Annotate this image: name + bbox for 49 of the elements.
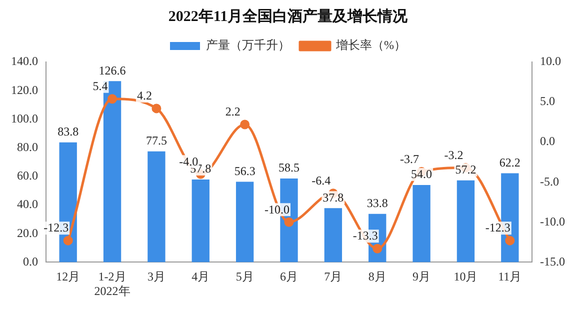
data-label: -12.3 (485, 220, 510, 235)
data-label: -6.4 (312, 173, 331, 188)
y-tick-label: 40.0 (17, 197, 38, 212)
data-label: 33.8 (366, 196, 388, 210)
x-tick-label: 5月 (236, 270, 254, 284)
legend-label: 产量（万千升） (206, 38, 290, 52)
y2-tick-label: -5.0 (540, 174, 560, 188)
data-label: 83.8 (58, 124, 79, 139)
x-tick-label: 8月 (368, 270, 386, 284)
data-label: 77.5 (146, 134, 167, 148)
x-tick-label: 6月 (280, 270, 298, 284)
y2-tick-label: -10.0 (540, 214, 566, 228)
y-tick-label: 0.0 (23, 254, 38, 268)
x-tick-label: 1-2月 2022年 (94, 270, 130, 298)
data-label: 2.2 (225, 104, 240, 119)
data-label: -4.0 (179, 154, 198, 168)
x-tick-label: 9月 (412, 270, 431, 284)
y-tick-label: 120.0 (11, 82, 38, 97)
data-label: -12.3 (44, 220, 69, 235)
x-tick-label: 11月 (498, 270, 522, 284)
data-label: -3.2 (444, 148, 464, 162)
y-tick-label: 60.0 (17, 168, 38, 183)
data-label: 56.3 (234, 164, 256, 178)
data-label: 37.8 (322, 190, 344, 204)
chart-title: 2022年11月全国白酒产量及增长情况 (168, 8, 409, 25)
x-tick-label: 7月 (324, 270, 342, 284)
y2-tick-label: 0.0 (540, 134, 556, 148)
x-tick-label: 12月 (56, 270, 80, 284)
data-label: -3.7 (400, 152, 420, 166)
x-tick-label: 10月 (454, 270, 478, 284)
data-label: -13.3 (352, 228, 378, 243)
y-tick-label: 140.0 (11, 54, 38, 68)
legend-label: 增长率（%） (335, 38, 406, 52)
data-label: 4.2 (136, 88, 152, 103)
y2-tick-label: -15.0 (540, 254, 566, 268)
data-label: 58.5 (278, 160, 300, 175)
y-tick-label: 80.0 (17, 140, 38, 154)
data-label: 54.0 (411, 167, 432, 182)
x-tick-label: 4月 (192, 270, 210, 284)
y-tick-label: 100.0 (11, 111, 38, 126)
data-label: -10.0 (264, 202, 290, 216)
y2-tick-label: 5.0 (540, 94, 556, 108)
data-label: 5.4 (92, 78, 108, 93)
x-tick-label: 3月 (147, 270, 166, 284)
y-tick-label: 20.0 (17, 226, 38, 240)
data-label: 126.6 (98, 63, 126, 78)
y2-tick-label: 10.0 (540, 54, 562, 68)
data-label: 57.2 (455, 162, 476, 177)
data-label: 62.2 (499, 155, 520, 170)
